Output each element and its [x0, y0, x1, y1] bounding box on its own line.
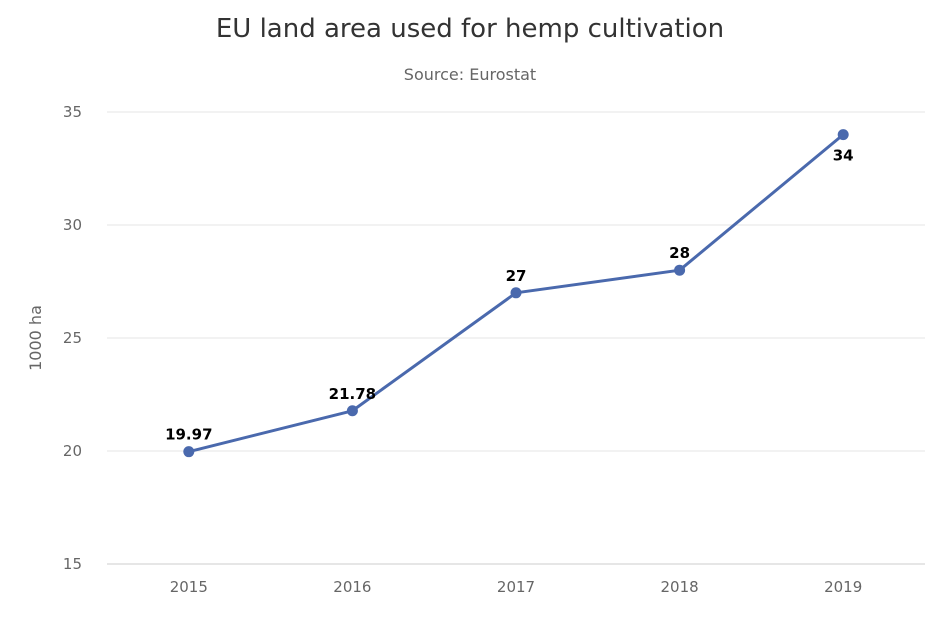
y-tick-label: 20: [63, 442, 82, 460]
y-tick-label: 30: [63, 216, 82, 234]
series-layer: [183, 129, 849, 458]
data-label: 28: [669, 244, 690, 262]
y-tick-label: 25: [63, 329, 82, 347]
data-point[interactable]: [837, 129, 849, 141]
data-labels: 19.97 21.78 27 28 34: [165, 147, 854, 444]
grid-lines: [107, 111, 925, 565]
x-tick-label: 2015: [170, 578, 208, 596]
data-label: 21.78: [329, 385, 376, 403]
x-axis-ticks: 2015 2016 2017 2018 2019: [170, 578, 863, 596]
data-label: 27: [506, 267, 527, 285]
y-axis-title: 1000 ha: [26, 305, 45, 371]
y-tick-label: 35: [63, 103, 82, 121]
y-axis-ticks: 15 20 25 30 35: [63, 103, 82, 573]
y-tick-label: 15: [63, 555, 82, 573]
x-tick-label: 2019: [824, 578, 862, 596]
x-tick-label: 2016: [333, 578, 371, 596]
chart-title: EU land area used for hemp cultivation: [216, 14, 724, 44]
data-point[interactable]: [674, 264, 686, 276]
data-point[interactable]: [346, 405, 358, 417]
x-tick-label: 2017: [497, 578, 535, 596]
x-tick-label: 2018: [661, 578, 699, 596]
data-point[interactable]: [510, 287, 522, 299]
data-label: 19.97: [165, 426, 212, 444]
data-point[interactable]: [183, 446, 195, 458]
data-label: 34: [833, 147, 854, 165]
chart-subtitle: Source: Eurostat: [404, 65, 536, 84]
